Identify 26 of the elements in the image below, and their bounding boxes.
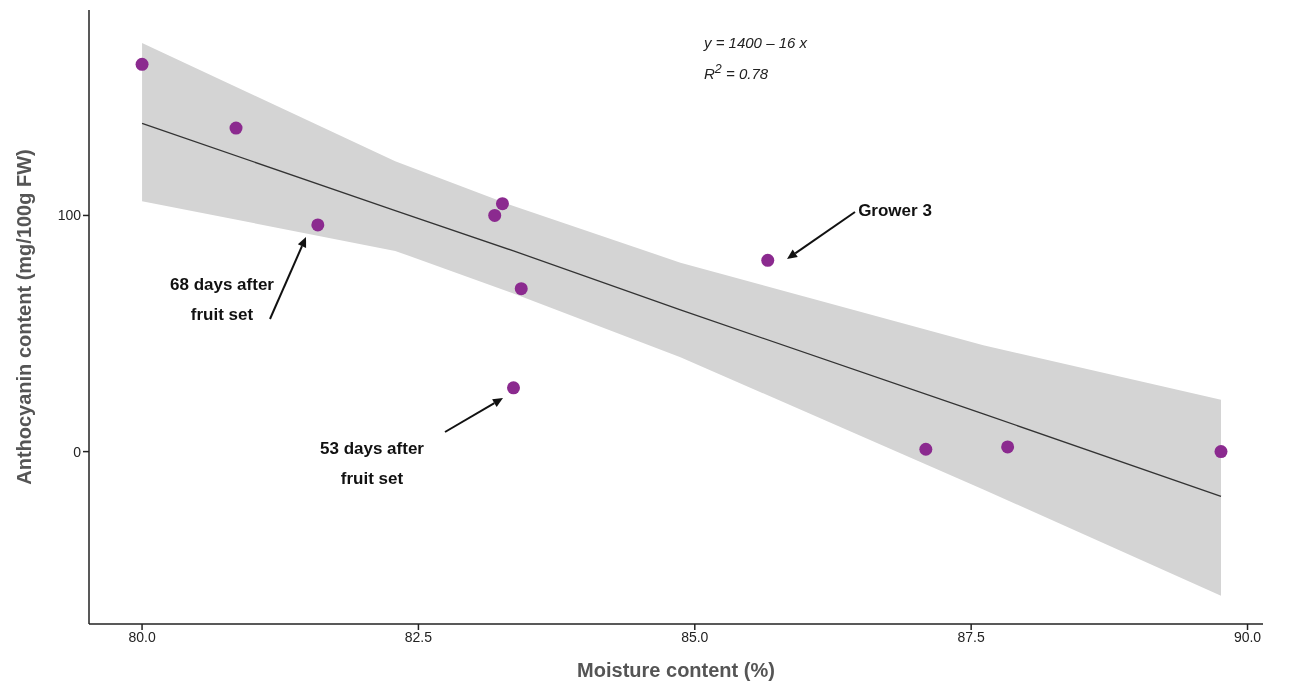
x-tick-label: 85.0: [681, 628, 709, 645]
x-tick-label: 80.0: [128, 628, 156, 645]
annotation: y = 1400 – 16 x: [704, 33, 807, 53]
point: [1214, 445, 1228, 459]
point: [761, 253, 775, 267]
x-tick-label: 87.5: [957, 628, 985, 645]
point: [507, 381, 520, 395]
x-tick-label: 90.0: [1233, 628, 1262, 645]
annotation: 68 days after fruit set: [170, 275, 275, 324]
point: [495, 197, 509, 211]
point: [1001, 440, 1015, 454]
y-tick-label: 100: [57, 207, 82, 224]
annotation: Grower 3: [858, 201, 932, 220]
point: [919, 442, 933, 456]
point: [135, 57, 149, 71]
y-axis-title: Anthocyanin content (mg/100g FW): [13, 149, 36, 485]
point: [229, 121, 243, 135]
point: [514, 282, 528, 296]
y-tick-label: 0: [73, 443, 82, 460]
annotation: 53 days after fruit set: [320, 439, 425, 488]
point: [311, 218, 325, 232]
point: [488, 208, 502, 222]
x-tick-label: 82.5: [404, 628, 433, 645]
annotation: R$^{2}$ = 0.78: [704, 61, 770, 84]
line-series: [141, 122, 1222, 498]
x-axis-title: Moisture content (%): [577, 659, 775, 681]
